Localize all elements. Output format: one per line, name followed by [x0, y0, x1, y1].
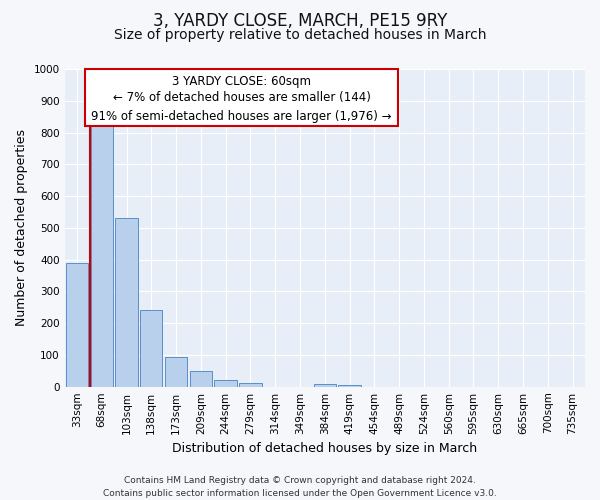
Text: ← 7% of detached houses are smaller (144): ← 7% of detached houses are smaller (144… — [113, 91, 370, 104]
Bar — [165, 356, 187, 386]
Text: 3, YARDY CLOSE, MARCH, PE15 9RY: 3, YARDY CLOSE, MARCH, PE15 9RY — [153, 12, 447, 30]
Bar — [338, 385, 361, 386]
Bar — [314, 384, 336, 386]
Bar — [190, 371, 212, 386]
Bar — [66, 263, 88, 386]
Bar — [239, 383, 262, 386]
Bar — [214, 380, 237, 386]
Text: Size of property relative to detached houses in March: Size of property relative to detached ho… — [114, 28, 486, 42]
Bar — [115, 218, 137, 386]
Y-axis label: Number of detached properties: Number of detached properties — [15, 130, 28, 326]
Bar — [91, 123, 113, 386]
Text: Contains HM Land Registry data © Crown copyright and database right 2024.
Contai: Contains HM Land Registry data © Crown c… — [103, 476, 497, 498]
FancyBboxPatch shape — [85, 69, 398, 126]
Text: 91% of semi-detached houses are larger (1,976) →: 91% of semi-detached houses are larger (… — [91, 110, 392, 124]
Bar — [140, 310, 163, 386]
Text: 3 YARDY CLOSE: 60sqm: 3 YARDY CLOSE: 60sqm — [172, 76, 311, 88]
X-axis label: Distribution of detached houses by size in March: Distribution of detached houses by size … — [172, 442, 478, 455]
